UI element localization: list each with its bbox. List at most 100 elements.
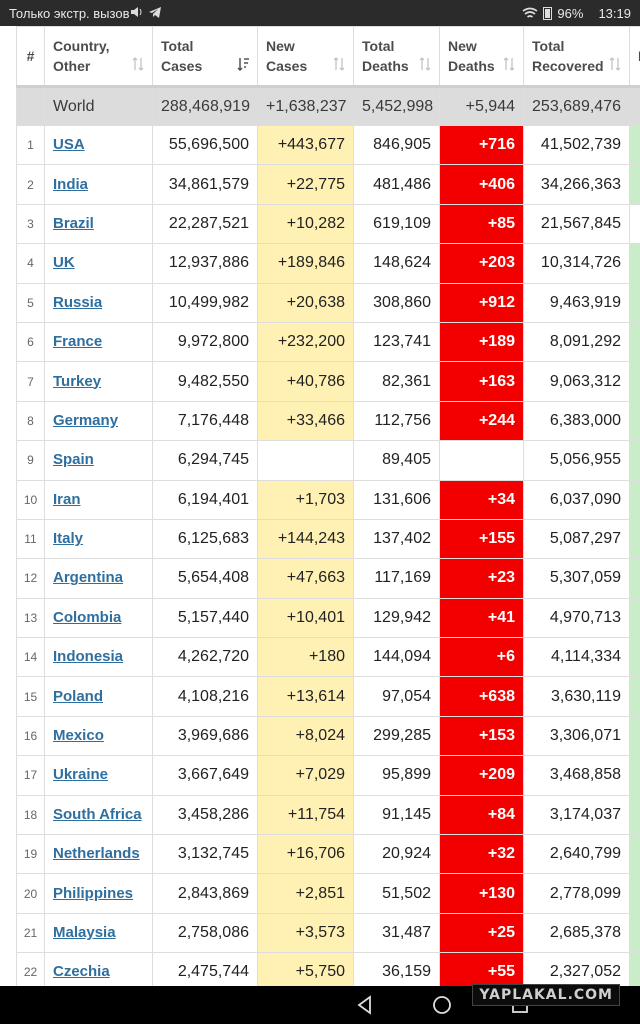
country-link[interactable]: Germany xyxy=(53,411,119,429)
home-nav-icon[interactable] xyxy=(432,995,452,1015)
new-cases-cell: +5,750 xyxy=(257,952,354,986)
covid-stats-table: # Country, Other Total Cases New Cases T… xyxy=(16,26,640,986)
new-deaths-cell: +155 xyxy=(439,518,524,560)
country-cell: Malaysia xyxy=(44,912,153,954)
new-deaths-cell: +23 xyxy=(439,558,524,599)
world-row: World 288,468,919 +1,638,237 5,452,998 +… xyxy=(16,86,640,126)
row-index: 18 xyxy=(16,794,45,836)
extra-cell xyxy=(629,912,640,954)
country-link[interactable]: India xyxy=(53,175,89,193)
wifi-icon xyxy=(522,7,538,18)
sort-icon[interactable] xyxy=(333,57,345,71)
column-header-new-deaths[interactable]: New Deaths xyxy=(439,26,524,87)
new-cases-cell: +1,703 xyxy=(257,479,354,520)
sort-icon[interactable] xyxy=(419,57,431,71)
country-link[interactable]: South Africa xyxy=(53,805,142,823)
total-cases-cell: 34,861,579 xyxy=(152,164,258,205)
country-cell: Iran xyxy=(44,479,153,520)
table-row: 11 Italy 6,125,683 +144,243 137,402 +155 5,087… xyxy=(16,518,640,560)
country-link[interactable]: Indonesia xyxy=(53,648,124,666)
extra-cell xyxy=(629,164,640,205)
column-header-index: # xyxy=(16,26,45,87)
country-link[interactable]: Malaysia xyxy=(53,924,116,941)
table-row: 3 Brazil 22,287,521 +10,282 619,109 +85 21,567… xyxy=(16,203,640,245)
country-link[interactable]: Russia xyxy=(53,293,103,311)
country-link[interactable]: Czechia xyxy=(53,963,110,981)
extra-cell xyxy=(629,203,640,245)
column-header-country[interactable]: Country, Other xyxy=(44,26,153,87)
column-header-new-cases[interactable]: New Cases xyxy=(257,26,354,87)
extra-cell xyxy=(629,715,640,757)
row-index: 16 xyxy=(16,715,45,757)
country-link[interactable]: Argentina xyxy=(53,569,124,587)
total-cases-cell: 5,157,440 xyxy=(152,597,258,639)
country-link[interactable]: Netherlands xyxy=(53,845,140,863)
country-link[interactable]: France xyxy=(53,333,103,351)
column-header-extra[interactable]: N xyxy=(629,26,640,87)
sort-icon[interactable] xyxy=(237,57,249,71)
country-link[interactable]: Mexico xyxy=(53,727,104,745)
back-nav-icon[interactable] xyxy=(355,995,375,1015)
total-deaths-cell: 20,924 xyxy=(353,834,440,875)
country-cell: Philippines xyxy=(44,873,153,914)
country-cell: Mexico xyxy=(44,715,153,757)
new-deaths-cell: +55 xyxy=(439,952,524,986)
total-cases-cell: 2,843,869 xyxy=(152,873,258,914)
total-deaths-cell: 112,756 xyxy=(353,400,440,442)
new-cases-cell: +20,638 xyxy=(257,282,354,323)
column-header-total-recovered[interactable]: Total Recovered xyxy=(523,26,630,87)
sort-icon[interactable] xyxy=(503,57,515,71)
new-deaths-cell: +32 xyxy=(439,834,524,875)
column-header-total-deaths[interactable]: Total Deaths xyxy=(353,26,440,87)
world-new-cases: +1,638,237 xyxy=(257,86,354,126)
total-recovered-cell: 4,114,334 xyxy=(523,637,630,678)
country-link[interactable]: USA xyxy=(53,136,85,154)
table-row: 16 Mexico 3,969,686 +8,024 299,285 +153 3,306,… xyxy=(16,715,640,757)
country-link[interactable]: Italy xyxy=(53,530,84,548)
covid-table-page: # Country, Other Total Cases New Cases T… xyxy=(0,26,640,986)
sort-icon[interactable] xyxy=(132,57,144,71)
carrier-text: Только экстр. вызов xyxy=(9,5,130,21)
extra-cell xyxy=(629,282,640,323)
country-link[interactable]: Poland xyxy=(53,687,104,705)
table-row: 10 Iran 6,194,401 +1,703 131,606 +34 6,037,090 xyxy=(16,479,640,520)
new-deaths-cell: +912 xyxy=(439,282,524,323)
row-index: 19 xyxy=(16,834,45,875)
column-header-total-cases[interactable]: Total Cases xyxy=(152,26,258,87)
extra-cell xyxy=(629,440,640,481)
total-deaths-cell: 123,741 xyxy=(353,321,440,363)
total-recovered-cell: 9,463,919 xyxy=(523,282,630,323)
new-cases-cell: +10,282 xyxy=(257,203,354,245)
total-cases-cell: 22,287,521 xyxy=(152,203,258,245)
new-deaths-cell: +130 xyxy=(439,873,524,914)
row-index: 1 xyxy=(16,124,45,166)
sort-icon[interactable] xyxy=(609,57,621,71)
row-index: 5 xyxy=(16,282,45,323)
volume-icon xyxy=(131,7,142,17)
country-link[interactable]: Turkey xyxy=(53,372,102,390)
total-cases-cell: 3,667,649 xyxy=(152,755,258,796)
country-link[interactable]: Brazil xyxy=(53,214,94,232)
country-link[interactable]: Philippines xyxy=(53,884,134,902)
table-body: World 288,468,919 +1,638,237 5,452,998 +… xyxy=(16,86,640,986)
country-link[interactable]: Colombia xyxy=(53,608,122,626)
extra-cell xyxy=(629,834,640,875)
total-recovered-cell: 8,091,292 xyxy=(523,321,630,363)
country-link[interactable]: Spain xyxy=(53,451,94,469)
extra-cell xyxy=(629,676,640,717)
new-deaths-cell: +6 xyxy=(439,637,524,678)
total-cases-cell: 3,458,286 xyxy=(152,794,258,836)
country-link[interactable]: Iran xyxy=(53,490,81,508)
new-deaths-cell: +244 xyxy=(439,400,524,442)
new-deaths-cell: +84 xyxy=(439,794,524,836)
country-link[interactable]: UK xyxy=(53,254,75,272)
new-cases-cell: +22,775 xyxy=(257,164,354,205)
new-deaths-cell: +34 xyxy=(439,479,524,520)
table-row: 12 Argentina 5,654,408 +47,663 117,169 +23 5,3… xyxy=(16,558,640,599)
country-link[interactable]: Ukraine xyxy=(53,766,109,784)
extra-cell xyxy=(629,400,640,442)
row-index: 2 xyxy=(16,164,45,205)
world-extra-cell xyxy=(629,86,640,126)
total-cases-cell: 4,108,216 xyxy=(152,676,258,717)
table-row: 4 UK 12,937,886 +189,846 148,624 +203 10,314,7… xyxy=(16,243,640,284)
